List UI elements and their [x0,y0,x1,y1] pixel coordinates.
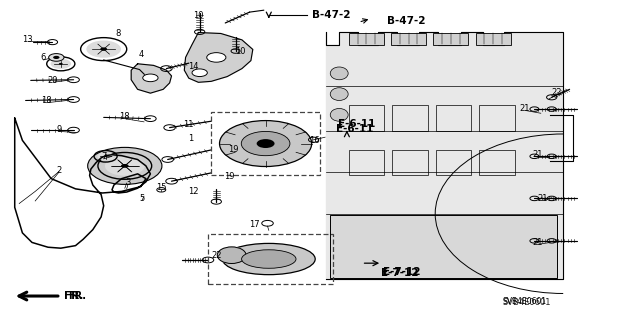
Text: E-6-11: E-6-11 [336,124,373,134]
Circle shape [86,41,121,58]
Bar [479,105,515,131]
Bar [391,33,426,45]
Circle shape [100,48,107,51]
Text: 19: 19 [228,145,239,154]
Circle shape [105,156,145,176]
Text: 11: 11 [184,120,194,129]
Text: E-6-11: E-6-11 [338,119,375,130]
Text: 8: 8 [116,29,121,38]
Text: E-7-12: E-7-12 [381,268,419,278]
Polygon shape [131,64,172,93]
Ellipse shape [223,243,316,275]
Text: 19: 19 [224,172,234,181]
Text: 16: 16 [310,136,320,145]
Circle shape [97,152,114,160]
Text: 13: 13 [22,35,33,44]
Text: 5: 5 [140,194,145,203]
Text: 14: 14 [188,63,198,71]
Polygon shape [184,33,253,82]
Text: B-47-2: B-47-2 [312,10,351,20]
Bar [436,105,471,131]
Circle shape [120,164,129,168]
Circle shape [192,69,207,77]
Bar [349,105,384,131]
Text: 18: 18 [42,96,52,105]
Text: 2: 2 [56,166,61,174]
Text: SVB4E0601: SVB4E0601 [502,298,551,307]
Text: 21: 21 [520,104,530,113]
Ellipse shape [218,247,246,263]
Ellipse shape [242,250,296,268]
Text: 15: 15 [156,183,166,192]
Text: SVB4E0601: SVB4E0601 [502,297,547,306]
Circle shape [104,155,147,177]
Text: 22: 22 [552,88,562,97]
Ellipse shape [330,67,348,80]
Circle shape [121,164,129,168]
Bar [392,150,428,175]
Text: 22: 22 [211,251,221,260]
Polygon shape [326,32,563,279]
Circle shape [207,53,226,62]
Circle shape [143,74,158,82]
Text: 20: 20 [48,76,58,85]
Text: FR.: FR. [68,291,86,301]
Text: 12: 12 [188,187,198,196]
Text: 18: 18 [120,112,130,121]
Circle shape [88,147,162,184]
Bar [349,33,384,45]
Ellipse shape [330,88,348,100]
Circle shape [49,54,64,61]
Text: B-47-2: B-47-2 [387,16,426,26]
Text: 3: 3 [125,178,131,187]
Text: 10: 10 [193,11,204,20]
Text: 4: 4 [138,50,143,59]
Circle shape [241,131,290,156]
Bar [392,105,428,131]
Text: FR.: FR. [64,291,83,301]
Text: E-7-12: E-7-12 [383,267,420,277]
Text: 6: 6 [41,53,46,62]
Text: 21: 21 [538,194,548,203]
Circle shape [59,63,63,65]
Bar [349,150,384,175]
Circle shape [53,56,60,59]
Text: 10: 10 [235,47,245,56]
Text: 7: 7 [101,152,106,161]
Bar [479,150,515,175]
Text: 21: 21 [532,238,543,247]
Circle shape [257,139,275,148]
Text: 9: 9 [56,125,61,134]
Text: 21: 21 [532,150,543,159]
Ellipse shape [330,108,348,121]
Text: 1: 1 [188,134,193,143]
Bar [330,215,557,278]
Bar [476,33,511,45]
Circle shape [104,156,107,157]
Circle shape [51,59,71,69]
Circle shape [220,121,312,167]
Text: 17: 17 [250,220,260,229]
Bar [436,150,471,175]
Bar [433,33,468,45]
